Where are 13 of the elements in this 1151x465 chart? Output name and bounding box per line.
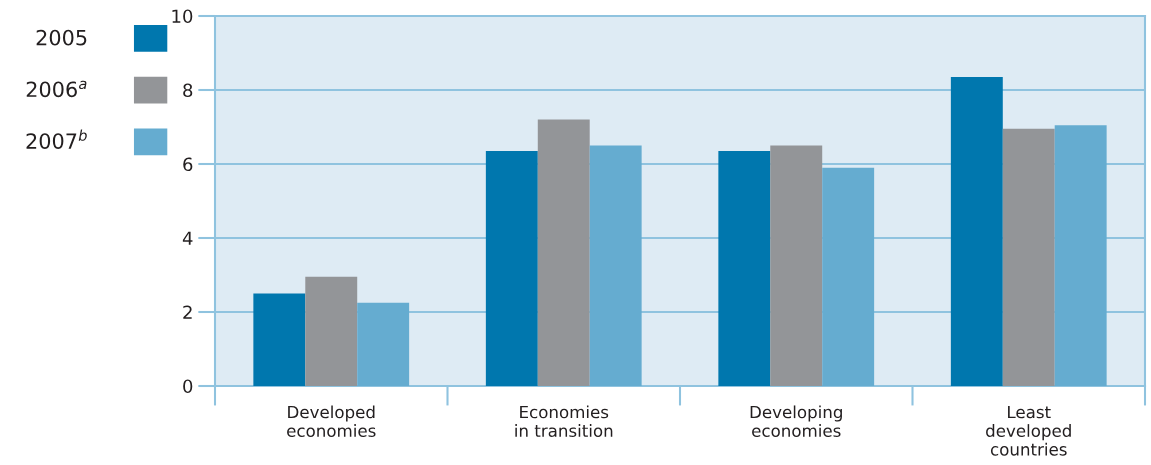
y-tick-label: 0 (183, 379, 193, 394)
legend-label: 2007$^{b}$ (26, 129, 87, 149)
legend-label: 2005 (36, 29, 87, 46)
y-tick-label: 4 (182, 231, 193, 245)
legend-label: 2006$^{a}$ (26, 80, 87, 98)
y-tick-label: 6 (183, 157, 193, 172)
y-tick-label: 8 (183, 83, 193, 98)
x-tick-label: Developed economies (287, 405, 376, 438)
y-tick-label: 10 (172, 9, 193, 24)
y-tick-label: 2 (183, 305, 192, 319)
x-tick-label: Developing economies (750, 405, 842, 438)
x-tick-label: Economies in transition (515, 405, 613, 438)
x-tick-label: Least developed countries (986, 405, 1071, 456)
